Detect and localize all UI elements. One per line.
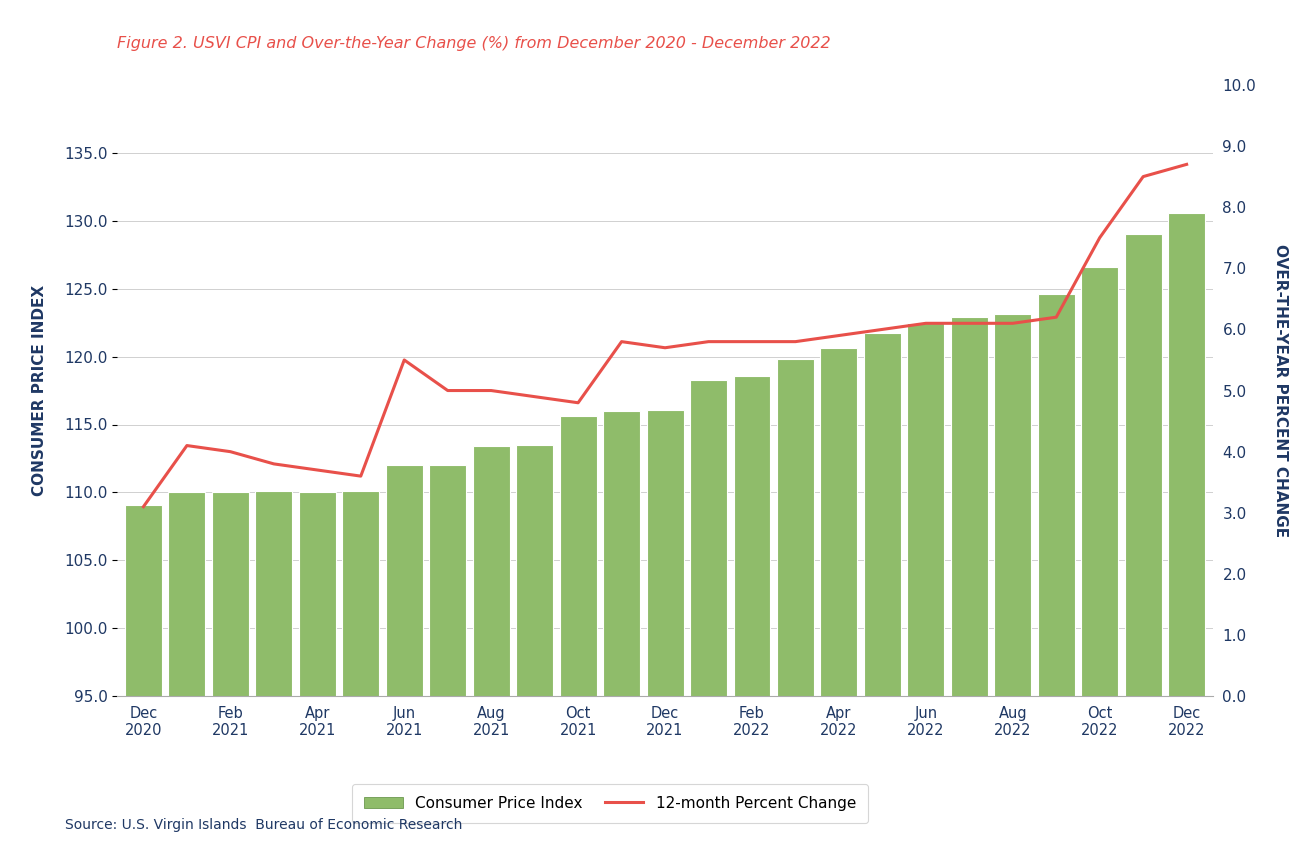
Bar xyxy=(429,465,467,849)
Y-axis label: OVER-THE-YEAR PERCENT CHANGE: OVER-THE-YEAR PERCENT CHANGE xyxy=(1273,244,1288,537)
Text: Figure 2. USVI CPI and Over-the-Year Change (%) from December 2020 - December 20: Figure 2. USVI CPI and Over-the-Year Cha… xyxy=(117,36,831,51)
Bar xyxy=(516,445,553,849)
Y-axis label: CONSUMER PRICE INDEX: CONSUMER PRICE INDEX xyxy=(33,285,47,496)
Bar xyxy=(342,491,379,849)
Bar xyxy=(951,318,988,849)
Bar xyxy=(473,447,510,849)
Bar xyxy=(1168,212,1205,849)
Bar xyxy=(168,492,206,849)
Bar xyxy=(1081,267,1119,849)
Bar xyxy=(777,359,814,849)
Bar xyxy=(647,409,683,849)
Bar xyxy=(1124,234,1162,849)
Bar xyxy=(908,323,944,849)
Bar xyxy=(211,492,249,849)
Legend: Consumer Price Index, 12-month Percent Change: Consumer Price Index, 12-month Percent C… xyxy=(352,784,868,823)
Bar xyxy=(820,348,858,849)
Bar xyxy=(125,504,162,849)
Bar xyxy=(256,491,292,849)
Bar xyxy=(994,314,1031,849)
Bar xyxy=(559,416,596,849)
Bar xyxy=(690,380,726,849)
Bar xyxy=(733,375,771,849)
Bar xyxy=(602,411,640,849)
Text: Source: U.S. Virgin Islands  Bureau of Economic Research: Source: U.S. Virgin Islands Bureau of Ec… xyxy=(65,818,463,832)
Bar xyxy=(865,334,901,849)
Bar xyxy=(299,492,336,849)
Bar xyxy=(386,465,422,849)
Bar xyxy=(1038,294,1074,849)
